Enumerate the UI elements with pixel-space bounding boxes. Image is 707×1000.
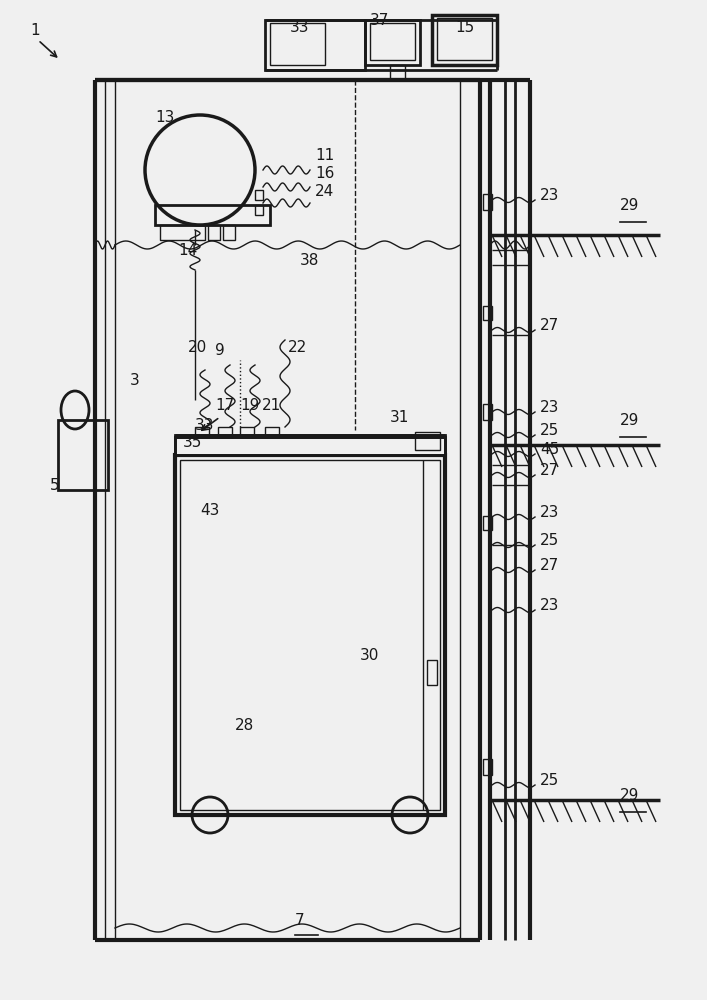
Text: 3: 3 [130,373,140,388]
Text: 28: 28 [235,718,255,733]
Text: 31: 31 [390,410,409,425]
Bar [265,20,365,70]
Bar [270,23,325,65]
Bar [180,460,440,810]
Bar [58,420,108,490]
Text: 24: 24 [315,184,334,199]
Text: 27: 27 [540,463,559,478]
Text: 45: 45 [540,442,559,457]
Text: 5: 5 [50,478,59,493]
Bar [483,759,492,775]
Text: 35: 35 [183,435,202,450]
Text: 25: 25 [540,423,559,438]
Text: 13: 13 [155,110,175,125]
Text: 7: 7 [295,913,305,928]
Bar [437,18,492,60]
Text: 16: 16 [315,166,334,181]
Text: 21: 21 [262,398,281,413]
Bar [208,225,220,240]
Bar [265,427,279,437]
Bar [415,432,440,450]
Bar [175,435,445,455]
Text: 19: 19 [240,398,259,413]
Bar [432,15,497,65]
Text: 30: 30 [360,648,380,663]
Text: 14: 14 [178,243,197,258]
Text: 27: 27 [540,558,559,573]
Text: 38: 38 [300,253,320,268]
Bar [175,437,445,455]
Bar [483,404,492,420]
Text: 33: 33 [290,20,310,35]
Text: 15: 15 [455,20,474,35]
Text: 1: 1 [30,23,40,38]
Text: 23: 23 [540,188,559,203]
Text: 29: 29 [620,198,639,213]
Bar [195,427,209,437]
Bar [483,516,492,530]
Bar [160,225,205,240]
Bar [175,455,445,815]
Bar [223,225,235,240]
Text: 23: 23 [540,505,559,520]
Bar [240,427,254,437]
Bar [155,205,270,225]
Text: 27: 27 [540,318,559,333]
Bar [427,660,437,685]
Text: 11: 11 [315,148,334,163]
Bar [255,205,263,215]
Bar [175,437,445,455]
Text: 43: 43 [200,503,219,518]
Text: 23: 23 [540,598,559,613]
Text: 37: 37 [370,13,390,28]
Bar [218,427,232,437]
Bar [370,23,415,60]
Text: 22: 22 [288,340,308,355]
Text: 23: 23 [540,400,559,415]
Bar [483,306,492,320]
Text: 25: 25 [540,773,559,788]
Text: 9: 9 [215,343,225,358]
Text: 29: 29 [620,413,639,428]
Bar [255,190,263,200]
Text: 20: 20 [188,340,207,355]
Bar [390,65,405,80]
Bar [365,20,420,65]
Text: 25: 25 [540,533,559,548]
Text: 29: 29 [620,788,639,803]
Bar [483,194,492,210]
Text: 33: 33 [195,418,214,433]
Text: 17: 17 [215,398,234,413]
